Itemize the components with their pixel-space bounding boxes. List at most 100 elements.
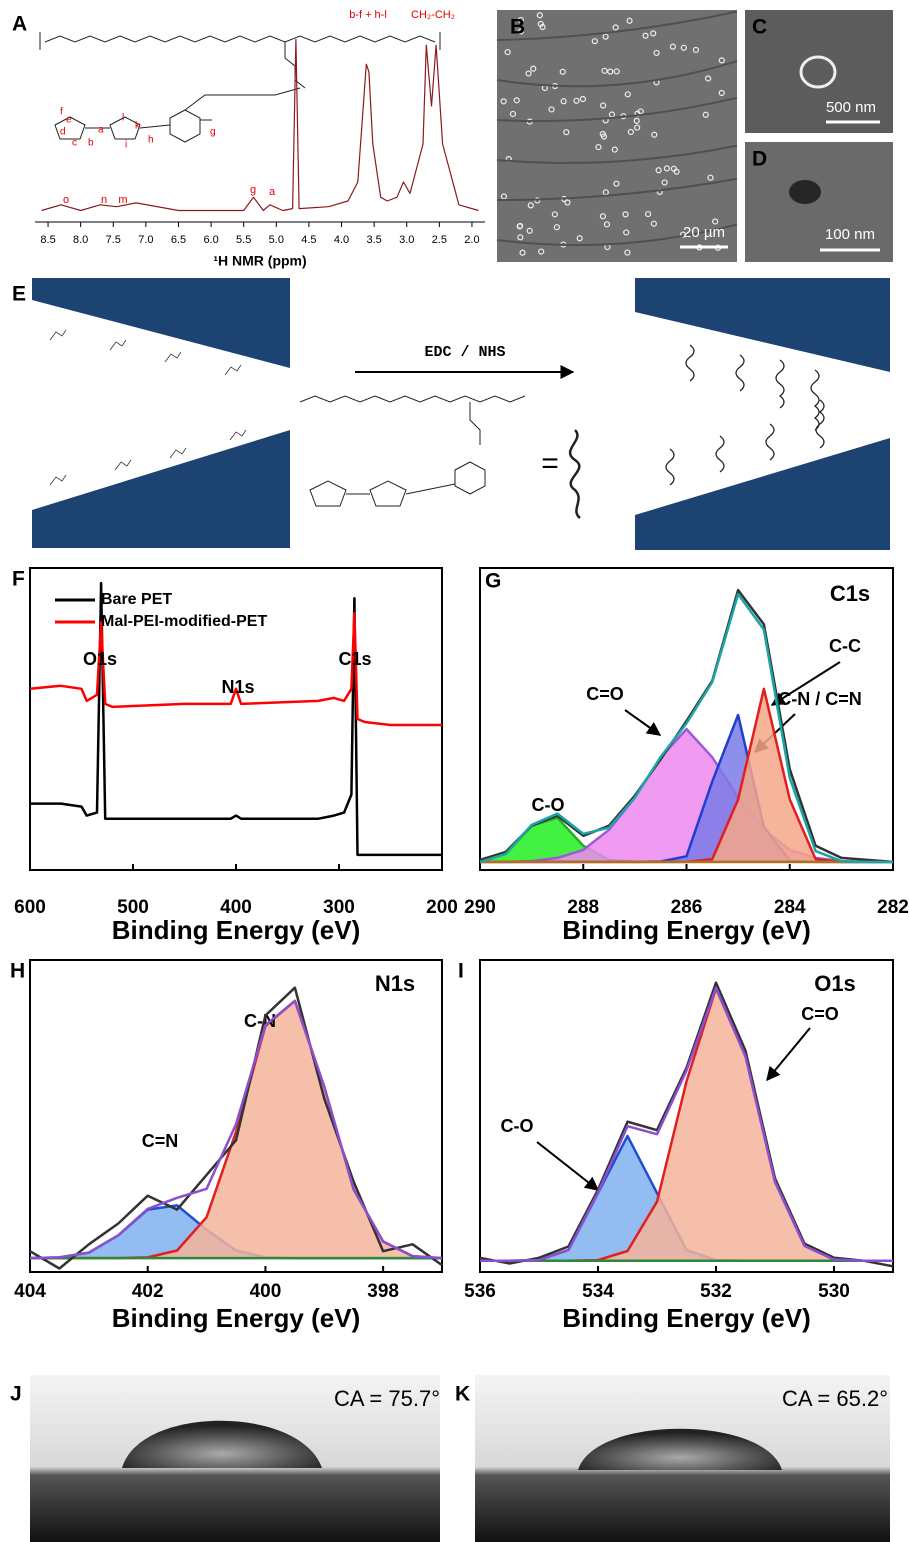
scheme bbox=[32, 278, 890, 550]
annotation: m bbox=[118, 194, 127, 206]
particle bbox=[705, 75, 712, 82]
x-axis-label: Binding Energy (eV) bbox=[112, 915, 360, 945]
particle bbox=[702, 111, 709, 118]
series-line bbox=[29, 986, 443, 1270]
series-line bbox=[29, 999, 443, 1260]
particle bbox=[516, 223, 523, 230]
particle bbox=[651, 131, 658, 138]
particle bbox=[622, 211, 629, 218]
x-tick-label: 282 bbox=[877, 897, 909, 918]
panel-label: F bbox=[12, 568, 25, 591]
particle bbox=[661, 179, 668, 186]
particle bbox=[655, 167, 662, 174]
panel-label: E bbox=[12, 283, 26, 306]
chart-title: C1s bbox=[830, 581, 870, 606]
particle bbox=[517, 16, 524, 24]
series-line bbox=[479, 592, 893, 864]
particle bbox=[626, 17, 633, 24]
particle bbox=[601, 67, 608, 74]
x-tick-label: 398 bbox=[367, 1281, 399, 1302]
surface-line bbox=[496, 60, 738, 88]
tem-image-d bbox=[745, 142, 893, 262]
component-area bbox=[480, 1135, 893, 1261]
particle bbox=[509, 110, 517, 118]
contact-angle: CA = 75.7° bbox=[334, 1386, 440, 1411]
surface-line bbox=[496, 177, 738, 202]
chart-title: N1s bbox=[375, 971, 415, 996]
contact-angle: CA = 65.2° bbox=[782, 1386, 888, 1411]
x-axis-label: Binding Energy (eV) bbox=[562, 1303, 810, 1333]
x-axis-label: Binding Energy (eV) bbox=[562, 915, 810, 945]
x-tick-label: 7.0 bbox=[138, 234, 153, 246]
x-tick-label: 530 bbox=[818, 1281, 850, 1302]
structure-label: l bbox=[122, 113, 124, 124]
particle bbox=[536, 12, 543, 19]
annotation: O1s bbox=[83, 649, 117, 669]
particle bbox=[624, 249, 631, 256]
particle bbox=[669, 43, 676, 50]
plot-frame bbox=[479, 959, 894, 1273]
structure-label: f bbox=[60, 107, 63, 118]
particle bbox=[564, 199, 571, 206]
particle bbox=[563, 129, 570, 136]
x-tick-label: 5.0 bbox=[269, 234, 284, 246]
x-tick-label: 5.5 bbox=[236, 234, 251, 246]
particles bbox=[496, 10, 738, 256]
x-tick-label: 200 bbox=[426, 897, 458, 918]
x-tick-label: 400 bbox=[220, 897, 252, 918]
x-tick-label: 300 bbox=[323, 897, 355, 918]
droplet bbox=[578, 1428, 782, 1470]
particle bbox=[537, 20, 544, 28]
particle bbox=[799, 55, 837, 89]
peak-label: C-O bbox=[532, 795, 565, 815]
x-tick-label: 6.0 bbox=[203, 234, 218, 246]
particle bbox=[527, 202, 534, 209]
x-tick-label: 536 bbox=[464, 1281, 496, 1302]
annotation: o bbox=[63, 194, 69, 206]
particle bbox=[500, 98, 507, 105]
x-tick-label: 2.0 bbox=[464, 234, 479, 246]
particle bbox=[613, 180, 620, 187]
particle bbox=[504, 48, 511, 56]
component-area bbox=[30, 1000, 442, 1259]
x-tick-label: 404 bbox=[14, 1281, 46, 1302]
reagent: EDC / NHS bbox=[424, 344, 505, 361]
particle bbox=[602, 33, 609, 40]
chart-title: O1s bbox=[814, 971, 856, 996]
particle bbox=[560, 98, 567, 105]
peak-label: C-N / C=N bbox=[778, 689, 862, 709]
structure-label: b bbox=[88, 138, 94, 149]
particle bbox=[611, 146, 618, 153]
x-tick-label: 400 bbox=[250, 1281, 282, 1302]
structure-label: a bbox=[98, 125, 104, 136]
particle bbox=[599, 130, 606, 138]
peak-label: C-C bbox=[829, 636, 861, 656]
scheme-structure bbox=[299, 395, 581, 519]
x-tick-label: 6.5 bbox=[171, 234, 186, 246]
particle bbox=[607, 68, 614, 75]
series-line bbox=[41, 38, 479, 212]
panel-label: G bbox=[485, 570, 501, 593]
x-tick-label: 534 bbox=[582, 1281, 614, 1302]
component-area bbox=[480, 988, 893, 1261]
x-tick-label: 8.0 bbox=[73, 234, 88, 246]
x-tick-label: 2.5 bbox=[432, 234, 447, 246]
plot-frame bbox=[29, 959, 443, 1273]
particle bbox=[599, 213, 607, 220]
particle bbox=[624, 91, 631, 98]
structure-label: h bbox=[148, 135, 154, 146]
particle bbox=[573, 97, 580, 104]
particle bbox=[526, 227, 533, 234]
particle bbox=[634, 124, 641, 131]
particle bbox=[551, 211, 558, 218]
particle bbox=[670, 165, 677, 172]
grafted-chains bbox=[665, 344, 825, 486]
panel-label: J bbox=[10, 1383, 22, 1406]
peak-label: C=O bbox=[801, 1004, 839, 1024]
series-line bbox=[480, 986, 893, 1262]
particle bbox=[789, 180, 821, 204]
particle bbox=[680, 44, 687, 51]
annotation: n bbox=[101, 194, 107, 206]
surface-line bbox=[496, 10, 738, 41]
particle bbox=[663, 165, 671, 172]
